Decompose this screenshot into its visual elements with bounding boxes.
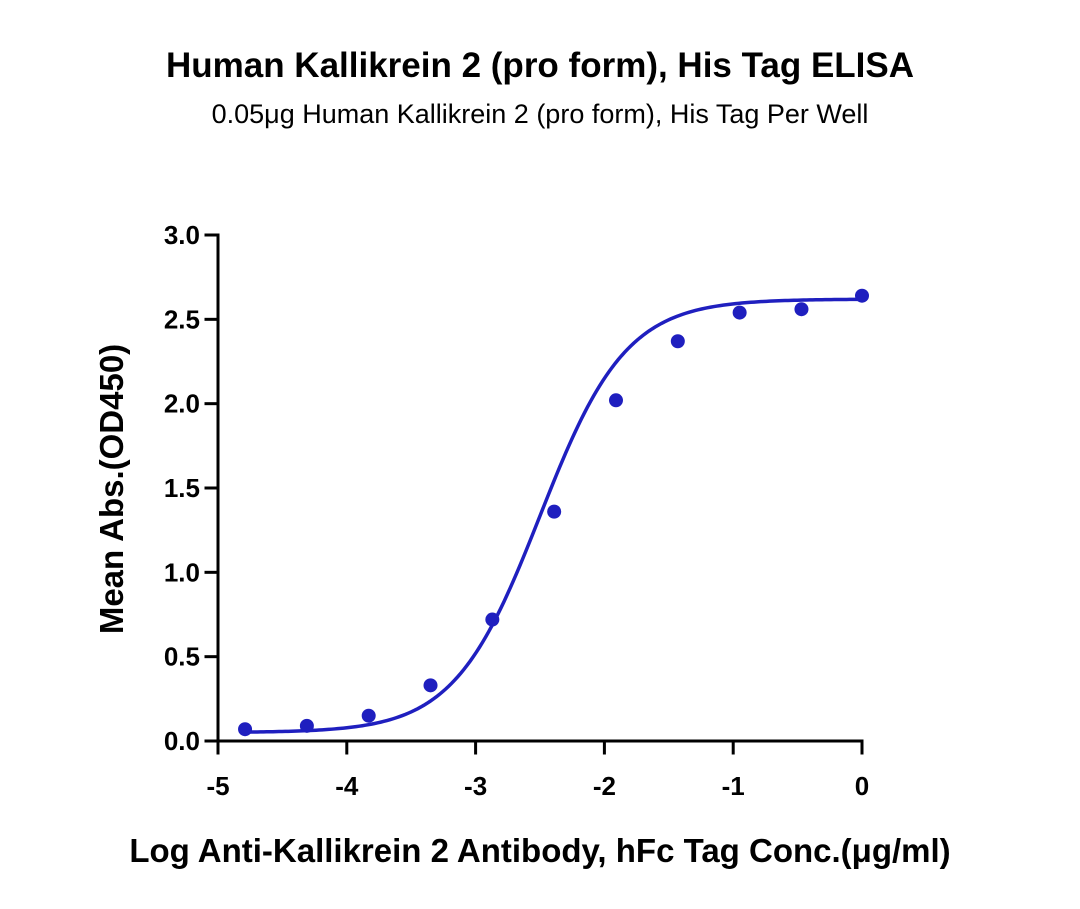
y-tick-label: 3.0	[164, 220, 200, 250]
y-tick-label: 1.5	[164, 473, 200, 503]
data-point	[670, 334, 685, 349]
axes: 0.0 0.5 1.0 1.5 2.0 2.5 3.0 -5 -4 -3 -2 -1 0	[164, 220, 869, 801]
data-points	[238, 288, 869, 737]
chart-title: Human Kallikrein 2 (pro form), His Tag E…	[165, 46, 915, 85]
data-point	[361, 708, 376, 723]
y-tick-label: 0.5	[164, 642, 200, 672]
data-point	[238, 722, 253, 737]
data-point	[732, 305, 747, 320]
data-point	[794, 302, 809, 317]
x-tick-label: -1	[722, 771, 745, 801]
y-tick-label: 1.0	[164, 557, 200, 587]
x-tick-label: 0	[855, 771, 869, 801]
y-axis-title: Mean Abs.(OD450)	[93, 344, 130, 634]
data-point	[423, 678, 438, 693]
fit-curve	[245, 297, 863, 734]
y-tick-label: 0.0	[164, 726, 200, 756]
x-tick-label: -5	[206, 771, 229, 801]
data-point	[485, 612, 500, 627]
fit-curve-group	[245, 297, 863, 734]
chart-subtitle: 0.05μg Human Kallikrein 2 (pro form), Hi…	[211, 99, 869, 129]
data-point	[299, 718, 314, 733]
data-point	[608, 393, 623, 408]
y-tick-label: 2.0	[164, 389, 200, 419]
data-point	[547, 504, 562, 519]
data-point	[855, 288, 869, 303]
x-tick-label: -2	[593, 771, 616, 801]
y-tick-label: 2.5	[164, 304, 200, 334]
x-axis-title: Log Anti-Kallikrein 2 Antibody, hFc Tag …	[129, 832, 950, 869]
x-tick-label: -3	[464, 771, 487, 801]
x-tick-label: -4	[335, 771, 359, 801]
